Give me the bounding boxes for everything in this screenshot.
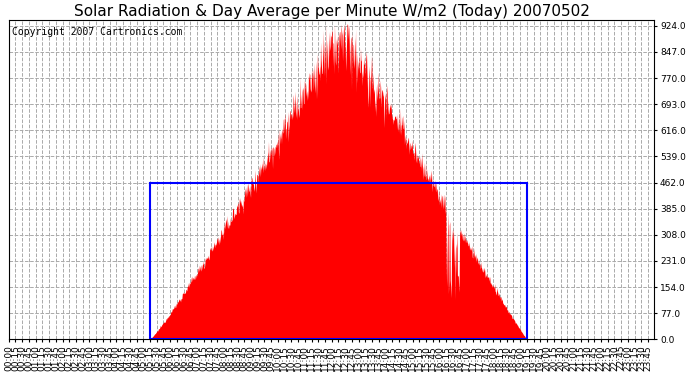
Bar bbox=[150, 183, 527, 339]
Title: Solar Radiation & Day Average per Minute W/m2 (Today) 20070502: Solar Radiation & Day Average per Minute… bbox=[74, 4, 589, 19]
Text: Copyright 2007 Cartronics.com: Copyright 2007 Cartronics.com bbox=[12, 27, 182, 37]
